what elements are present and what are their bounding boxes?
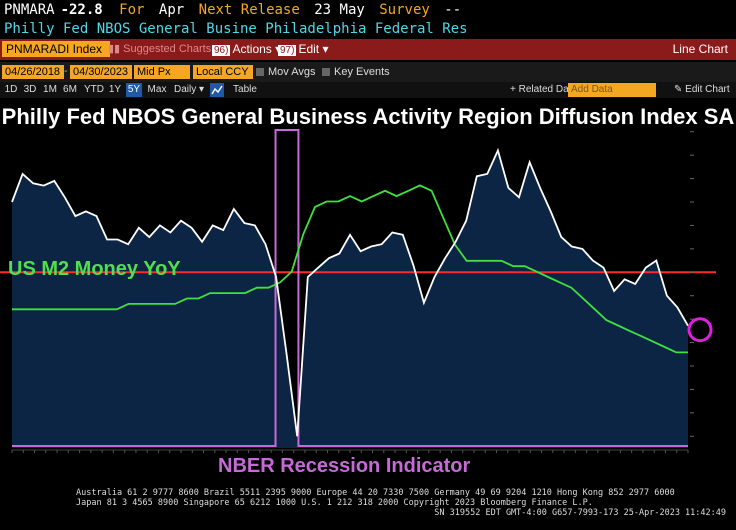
survey-label: Survey <box>379 2 430 18</box>
for-label: For <box>119 2 145 18</box>
security-header: PNMARA -22.8 For Apr Next Release 23 May … <box>4 1 736 20</box>
mov-avgs-label: Mov Avgs <box>268 66 316 78</box>
currency-select[interactable]: Local CCY <box>193 65 253 79</box>
nber-series-line <box>12 129 688 447</box>
period-max[interactable]: Max <box>147 84 167 95</box>
index-series-line <box>11 147 689 437</box>
key-events-label: Key Events <box>334 66 390 78</box>
table-button[interactable]: Table <box>233 84 257 95</box>
next-release-label: Next Release <box>198 2 300 18</box>
frequency-label: Daily <box>173 84 197 95</box>
highlight-circle <box>687 317 713 343</box>
suggested-charts-label: Suggested Charts <box>123 43 212 55</box>
edit-label: Edit <box>298 42 320 56</box>
footer-contacts-2: Japan 81 3 4565 8900 Singapore 65 6212 1… <box>76 498 593 508</box>
period-1m[interactable]: 1M <box>43 84 57 95</box>
period-ytd[interactable]: YTD <box>84 84 104 95</box>
ticker-symbol: PNMARA <box>4 2 55 18</box>
checkbox-icon <box>322 68 330 77</box>
nber-series-label: NBER Recession Indicator <box>218 455 471 477</box>
key-events-toggle[interactable]: Key Events <box>322 65 390 79</box>
end-date-input[interactable]: 04/30/2023 <box>70 65 132 79</box>
actions-menu[interactable]: 96)Actions ▾ <box>212 41 281 57</box>
m2-series-line <box>12 184 688 354</box>
period-5y[interactable]: 5Y <box>126 83 142 97</box>
chevron-down-icon: ▾ <box>322 42 329 56</box>
mov-avgs-toggle[interactable]: Mov Avgs <box>256 65 316 79</box>
period-6m[interactable]: 6M <box>63 84 77 95</box>
chart-type-label: Line Chart <box>672 42 728 56</box>
date-range-bar: 04/26/2018 - 04/30/2023 Mid Px Local CCY… <box>0 62 736 82</box>
chevron-down-icon: ▾ <box>198 84 205 95</box>
checkbox-icon <box>256 68 264 77</box>
m2-series-label: US M2 Money YoY <box>8 258 181 280</box>
footer: Australia 61 2 9777 8600 Brazil 5511 239… <box>0 486 736 530</box>
chart-title: Philly Fed NBOS General Business Activit… <box>1 104 735 129</box>
frequency-select[interactable]: Daily ▾ <box>172 83 206 97</box>
period-bar: 1D 3D 1M 6M YTD 1Y 5Y Max Daily ▾ Table … <box>0 82 736 98</box>
gear-icon: ✎ <box>674 84 686 95</box>
period-1y[interactable]: 1Y <box>108 84 122 95</box>
survey-value: -- <box>444 2 462 18</box>
index-area <box>12 150 688 448</box>
ticker-input[interactable]: PNMARADI Index <box>2 41 110 57</box>
edit-chart-label: Edit Chart <box>685 84 730 95</box>
edit-number: 97) <box>278 45 297 56</box>
chart-toolbar: PNMARADI Index ▮▮ Suggested Charts 96) Ac… <box>0 39 736 60</box>
edit-chart-button[interactable]: ✎ Edit Chart <box>674 83 730 97</box>
suggested-charts-button[interactable]: ▮▮ Suggested Charts <box>108 41 211 57</box>
related-data-button[interactable]: + Related Dat <box>510 84 572 95</box>
period-value: Apr <box>158 2 185 18</box>
period-3d[interactable]: 3D <box>23 84 37 95</box>
actions-label: Actions <box>232 42 272 56</box>
edit-menu[interactable]: 97) Edit ▾ <box>278 41 329 57</box>
line-chart-icon[interactable] <box>210 83 224 97</box>
footer-session: SN 319552 EDT GMT-4:00 G657-7993-173 25-… <box>434 508 726 518</box>
period-1d[interactable]: 1D <box>4 84 18 95</box>
field-select[interactable]: Mid Px <box>134 65 190 79</box>
security-description: Philly Fed NBOS General Busine Philadelp… <box>4 21 468 37</box>
add-data-input[interactable]: Add Data <box>568 83 656 97</box>
actions-number: 96) <box>212 45 231 56</box>
chart-panel[interactable] <box>0 98 736 488</box>
suggested-charts-icon: ▮▮ <box>108 43 124 55</box>
last-value: -22.8 <box>60 2 103 18</box>
date-separator: - <box>64 65 68 77</box>
start-date-input[interactable]: 04/26/2018 <box>2 65 64 79</box>
line-chart-glyph <box>211 85 223 95</box>
footer-contacts-1: Australia 61 2 9777 8600 Brazil 5511 239… <box>76 488 675 498</box>
next-release-value: 23 May <box>314 2 365 18</box>
chart-svg <box>0 120 716 453</box>
